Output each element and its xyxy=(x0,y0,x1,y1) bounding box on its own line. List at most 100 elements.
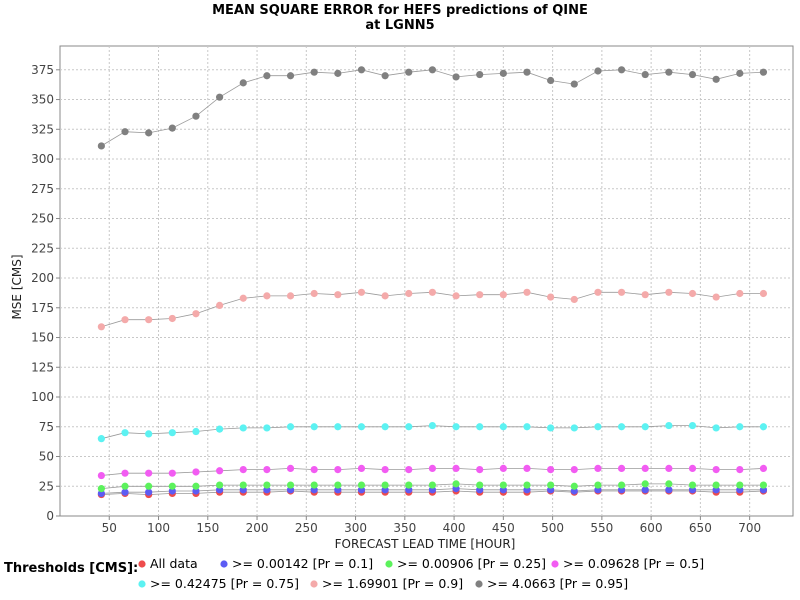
data-point-s3-0 xyxy=(97,471,105,480)
data-point-s5-20 xyxy=(570,295,578,304)
data-point-s6-19 xyxy=(547,76,555,85)
data-point-s3-15 xyxy=(452,464,460,473)
data-point-s3-3 xyxy=(168,469,176,477)
data-point-s3-5 xyxy=(216,467,224,475)
y-tick-label: 375 xyxy=(31,63,54,77)
legend-label-4: >= 0.42475 [Pr = 0.75] xyxy=(150,576,299,591)
data-point-s2-0 xyxy=(97,485,105,493)
data-point-s6-16 xyxy=(476,70,484,79)
data-point-s6-4 xyxy=(192,112,200,120)
data-point-s3-28 xyxy=(759,464,768,473)
data-point-s5-11 xyxy=(357,288,366,296)
data-point-s4-23 xyxy=(641,423,649,431)
x-tick-label: 500 xyxy=(541,521,564,535)
data-point-s3-14 xyxy=(428,464,437,473)
data-point-s3-25 xyxy=(688,464,697,473)
y-axis-label: MSE [CMS] xyxy=(10,254,24,319)
data-point-s2-10 xyxy=(334,481,342,489)
data-point-s2-27 xyxy=(736,481,744,489)
data-point-s5-28 xyxy=(759,289,768,298)
x-tick-label: 400 xyxy=(443,521,466,535)
y-tick-label: 25 xyxy=(39,479,54,493)
legend-label-0: All data xyxy=(150,556,198,571)
data-point-s5-14 xyxy=(428,288,437,296)
legend-label-2: >= 0.00906 [Pr = 0.25] xyxy=(397,556,546,571)
data-point-s2-22 xyxy=(617,481,626,489)
data-point-s5-4 xyxy=(192,310,200,318)
data-point-s5-24 xyxy=(665,288,673,296)
data-point-s4-7 xyxy=(263,424,271,432)
data-point-s6-25 xyxy=(688,70,697,79)
y-tick-label: 150 xyxy=(31,331,54,345)
x-axis-label: FORECAST LEAD TIME [HOUR] xyxy=(335,537,516,551)
data-point-s4-4 xyxy=(192,427,200,436)
x-tick-label: 550 xyxy=(590,521,613,535)
y-tick-label: 100 xyxy=(31,390,54,404)
data-point-s6-13 xyxy=(405,68,413,76)
legend: Thresholds [CMS]: All data >= 0.00142 [Pr… xyxy=(4,556,704,591)
data-point-s2-17 xyxy=(499,481,507,489)
data-point-s4-10 xyxy=(334,423,342,431)
data-point-s5-17 xyxy=(499,291,507,299)
data-point-s3-4 xyxy=(192,468,200,476)
data-point-s6-21 xyxy=(594,67,602,75)
data-point-s6-22 xyxy=(617,66,626,74)
data-point-s3-6 xyxy=(239,465,247,474)
y-tick-label: 75 xyxy=(39,420,54,434)
data-point-s3-16 xyxy=(476,465,484,474)
data-point-s4-19 xyxy=(547,424,555,432)
data-point-s6-14 xyxy=(428,66,437,74)
legend-label-3: >= 0.09628 [Pr = 0.5] xyxy=(563,556,704,571)
data-point-s3-23 xyxy=(641,464,649,473)
data-point-s2-25 xyxy=(688,481,697,489)
data-point-s4-25 xyxy=(688,421,697,430)
data-point-s2-4 xyxy=(192,482,200,490)
data-point-s5-27 xyxy=(736,289,744,298)
data-point-s5-12 xyxy=(381,292,389,300)
data-point-s3-9 xyxy=(310,465,318,474)
data-point-s6-17 xyxy=(499,69,507,77)
data-point-s2-8 xyxy=(286,481,295,489)
legend-marker-4 xyxy=(138,580,146,588)
data-point-s6-18 xyxy=(523,68,531,76)
x-tick-label: 350 xyxy=(393,521,416,535)
data-point-s4-21 xyxy=(594,423,602,431)
data-point-s6-24 xyxy=(665,68,673,76)
data-point-s2-19 xyxy=(547,481,555,489)
data-point-s2-28 xyxy=(759,481,768,489)
data-point-s6-5 xyxy=(216,93,224,101)
data-point-s3-18 xyxy=(523,464,531,473)
data-point-s4-16 xyxy=(476,423,484,431)
data-point-s4-1 xyxy=(121,429,129,437)
y-tick-label: 325 xyxy=(31,122,54,136)
x-tick-label: 700 xyxy=(738,521,761,535)
legend-marker-1 xyxy=(220,560,228,568)
data-point-s2-26 xyxy=(712,481,720,489)
y-tick-label: 225 xyxy=(31,241,54,255)
data-point-s4-20 xyxy=(570,424,578,432)
legend-label-1: >= 0.00142 [Pr = 0.1] xyxy=(232,556,373,571)
y-tick-label: 275 xyxy=(31,182,54,196)
data-point-s5-26 xyxy=(712,293,720,301)
data-point-s5-6 xyxy=(239,294,247,302)
data-point-s6-0 xyxy=(97,142,105,150)
data-point-s5-23 xyxy=(641,291,649,299)
data-point-s3-20 xyxy=(570,465,578,474)
data-point-s3-1 xyxy=(121,469,129,477)
data-point-s2-20 xyxy=(570,482,578,490)
data-point-s3-2 xyxy=(145,469,153,477)
data-point-s4-18 xyxy=(523,423,531,431)
x-tick-label: 100 xyxy=(147,521,170,535)
data-point-s5-8 xyxy=(286,292,295,300)
data-point-s4-14 xyxy=(428,421,437,430)
data-point-s2-1 xyxy=(121,482,129,490)
data-point-s5-25 xyxy=(688,289,697,298)
data-point-s6-3 xyxy=(168,124,176,132)
data-point-s6-2 xyxy=(145,129,153,137)
data-point-s2-7 xyxy=(263,481,271,489)
data-point-s2-6 xyxy=(239,481,247,489)
data-point-s2-16 xyxy=(476,481,484,489)
legend-marker-5 xyxy=(310,580,318,588)
data-point-s5-2 xyxy=(145,316,153,324)
y-tick-label: 350 xyxy=(31,93,54,107)
